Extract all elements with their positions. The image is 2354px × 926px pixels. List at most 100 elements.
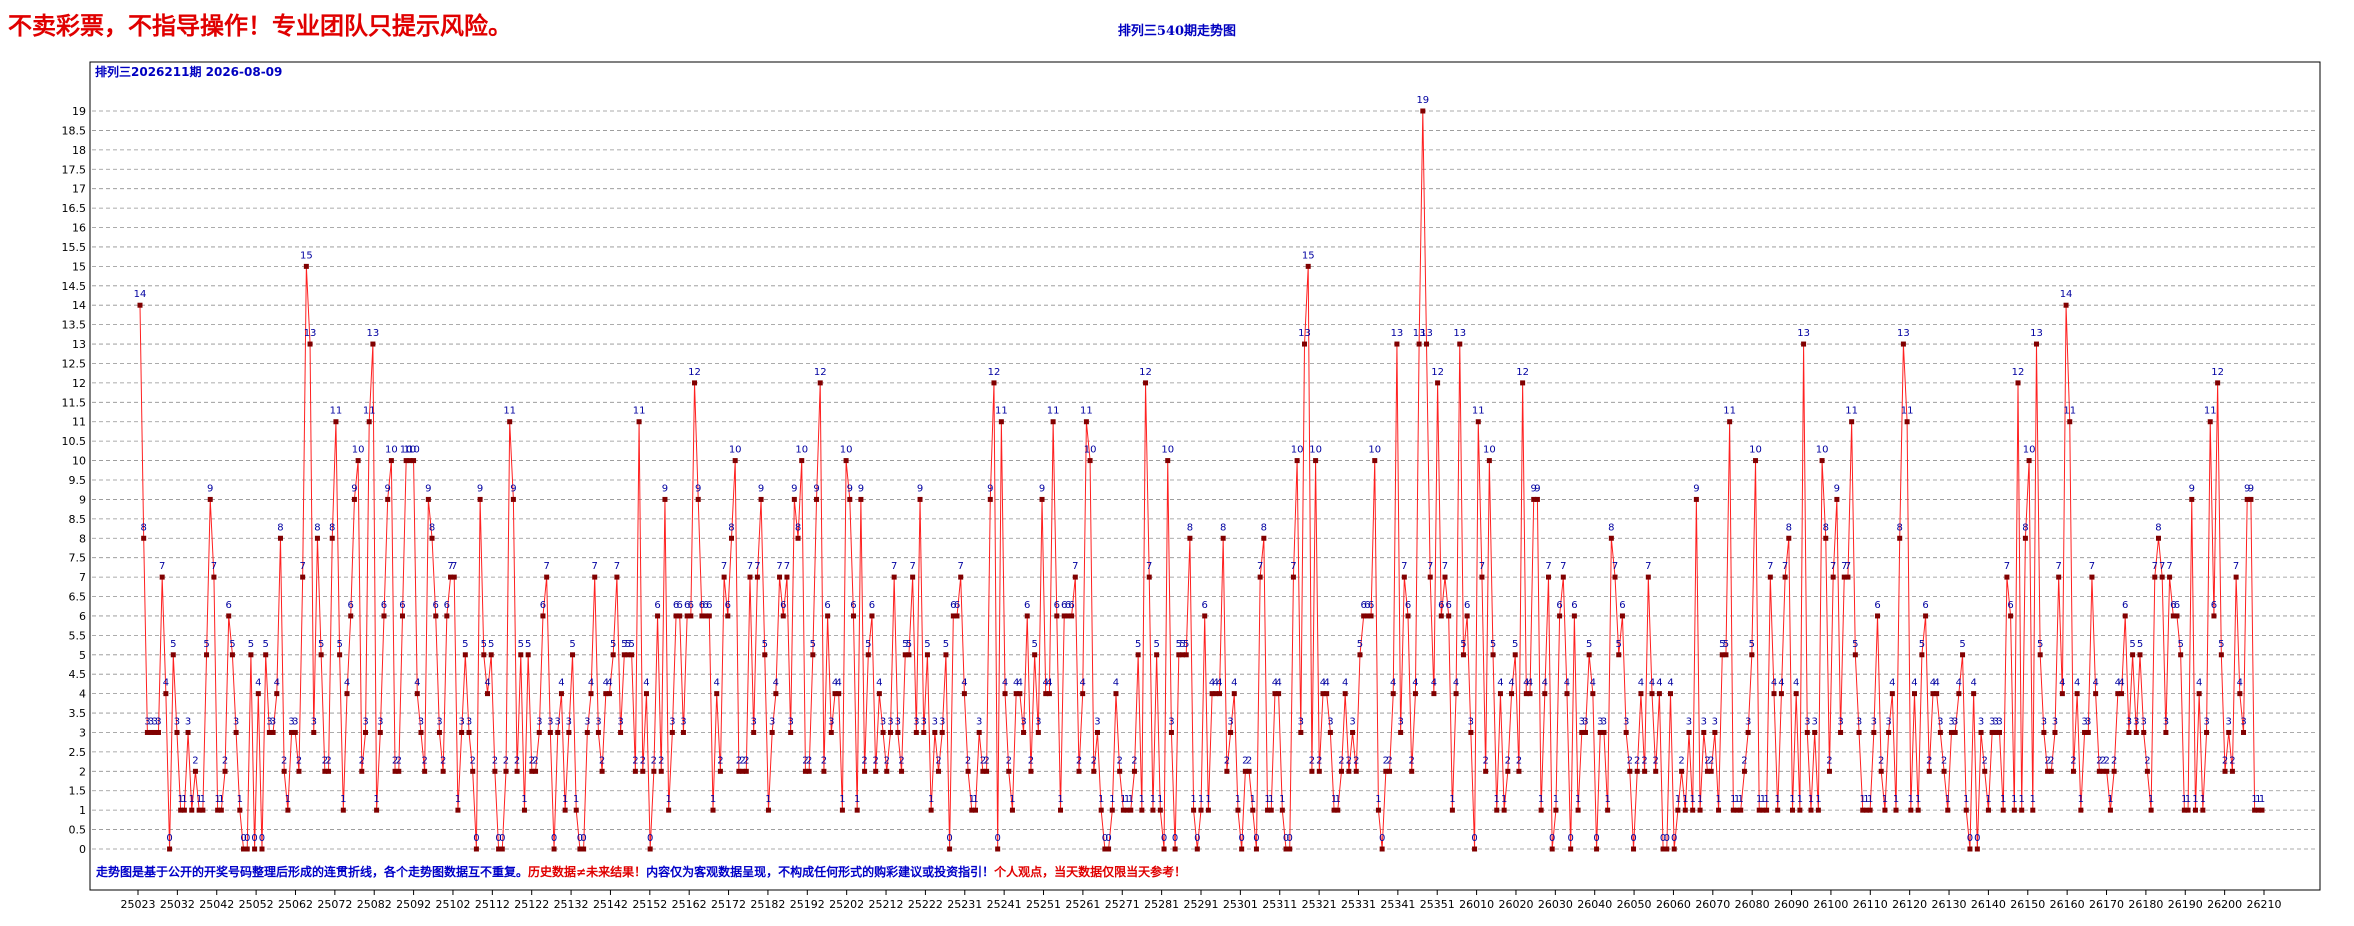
data-point — [1501, 807, 1507, 813]
data-point — [581, 846, 587, 852]
data-label: 4 — [1275, 678, 1281, 689]
data-label: 9 — [1039, 483, 1045, 494]
data-point — [1971, 691, 1977, 697]
data-point — [1324, 691, 1330, 697]
data-point — [1302, 341, 1308, 347]
data-label: 4 — [606, 678, 612, 689]
data-label: 4 — [1324, 678, 1330, 689]
data-label: 3 — [1397, 716, 1403, 727]
data-point — [359, 768, 365, 774]
data-point — [448, 574, 454, 580]
data-label: 1 — [1198, 794, 1204, 805]
data-label: 9 — [695, 483, 701, 494]
data-label: 3 — [1856, 716, 1862, 727]
data-point — [2078, 807, 2084, 813]
data-label: 2 — [1309, 755, 1315, 766]
data-label: 1 — [1449, 794, 1455, 805]
data-label: 4 — [1542, 678, 1548, 689]
data-point — [1342, 691, 1348, 697]
data-point — [1911, 691, 1917, 697]
data-label: 5 — [1460, 639, 1466, 650]
data-label: 5 — [203, 639, 209, 650]
data-point — [795, 535, 801, 541]
data-point — [237, 807, 243, 813]
data-point — [906, 652, 912, 658]
data-point — [1435, 380, 1441, 386]
data-point — [821, 768, 827, 774]
data-point — [2063, 302, 2069, 308]
data-point — [1708, 768, 1714, 774]
data-point — [2248, 496, 2254, 502]
data-point — [806, 768, 812, 774]
data-point — [2085, 729, 2091, 735]
data-label: 1 — [1150, 794, 1156, 805]
data-point — [481, 652, 487, 658]
data-label: 9 — [813, 483, 819, 494]
data-label: 2 — [492, 755, 498, 766]
data-label: 4 — [558, 678, 564, 689]
data-label: 8 — [728, 522, 734, 533]
data-point — [825, 613, 831, 619]
data-point — [706, 613, 712, 619]
data-point — [1154, 652, 1160, 658]
data-point — [377, 729, 383, 735]
data-label: 1 — [2019, 794, 2025, 805]
data-label: 6 — [1024, 600, 1030, 611]
data-label: 2 — [421, 755, 427, 766]
data-label: 3 — [2240, 716, 2246, 727]
data-label: 2 — [1653, 755, 1659, 766]
data-label: 2 — [2222, 755, 2228, 766]
data-point — [355, 458, 361, 464]
data-label: 13 — [1420, 328, 1433, 339]
disclaimer-segment: 内容仅为客观数据呈现，不构成任何形式的购彩建议或投资指引！ — [646, 864, 994, 879]
data-label: 1 — [2107, 794, 2113, 805]
data-point — [647, 846, 653, 852]
x-tick-label: 25132 — [554, 898, 589, 911]
data-label: 7 — [1146, 561, 1152, 572]
x-tick-label: 25082 — [357, 898, 392, 911]
data-point — [1512, 652, 1518, 658]
data-label: 6 — [1571, 600, 1577, 611]
data-label: 4 — [1080, 678, 1086, 689]
data-point — [544, 574, 550, 580]
disclaimer: 走势图是基于公开的开奖号码整理后形成的连贯折线，各个走势图数据互不重复。历史数据… — [96, 864, 1186, 879]
data-point — [152, 729, 158, 735]
data-point — [485, 691, 491, 697]
data-label: 3 — [887, 716, 893, 727]
data-point — [1542, 691, 1548, 697]
data-label: 0 — [1172, 833, 1178, 844]
data-point — [1191, 807, 1197, 813]
data-point — [1357, 652, 1363, 658]
y-tick-label: 6.5 — [69, 591, 87, 604]
data-point — [595, 729, 601, 735]
data-point — [1856, 729, 1862, 735]
data-point — [2170, 613, 2176, 619]
data-label: 12 — [1139, 367, 1152, 378]
data-labels: 1483333740531131211597112653100504053348… — [134, 95, 2266, 844]
data-label: 3 — [921, 716, 927, 727]
data-point — [2222, 768, 2228, 774]
data-point — [817, 380, 823, 386]
data-point — [2104, 768, 2110, 774]
data-point — [2133, 729, 2139, 735]
data-point — [2196, 691, 2202, 697]
data-label: 5 — [2177, 639, 2183, 650]
series-markers — [137, 108, 2265, 852]
data-point — [425, 496, 431, 502]
data-label: 1 — [1604, 794, 1610, 805]
data-point — [266, 729, 272, 735]
data-label: 1 — [1268, 794, 1274, 805]
data-point — [510, 496, 516, 502]
data-point — [200, 807, 206, 813]
data-point — [725, 613, 731, 619]
data-label: 3 — [2052, 716, 2058, 727]
data-point — [673, 613, 679, 619]
data-label: 3 — [1035, 716, 1041, 727]
data-label: 10 — [840, 445, 853, 456]
data-label: 6 — [1619, 600, 1625, 611]
data-point — [684, 613, 690, 619]
data-label: 2 — [1505, 755, 1511, 766]
data-point — [2174, 613, 2180, 619]
data-label: 1 — [1815, 794, 1821, 805]
data-point — [1228, 729, 1234, 735]
